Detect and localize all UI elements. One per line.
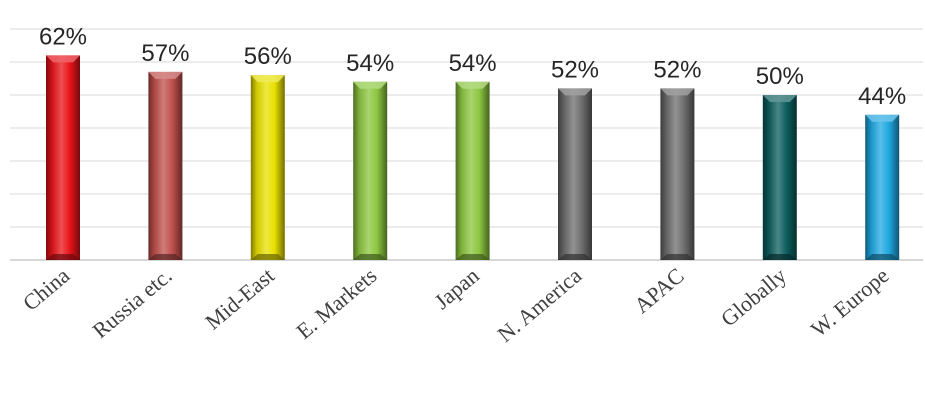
bar-mid-east <box>250 75 285 260</box>
bar-bevel-top <box>455 81 490 89</box>
data-label: 54% <box>346 50 394 77</box>
bar-bevel-top <box>558 88 592 96</box>
bar-apac <box>660 88 695 261</box>
bar-china <box>46 55 80 261</box>
bar-globally <box>762 95 797 260</box>
data-label: 52% <box>551 56 599 83</box>
bar-russia-etc <box>148 71 183 261</box>
data-label: 44% <box>858 83 906 110</box>
bar-bevel-bottom <box>558 254 592 260</box>
data-label: 62% <box>39 23 87 50</box>
bar-w-europe <box>865 114 900 260</box>
bar-japan <box>455 81 490 260</box>
x-tick-labels: China Russia etc. Mid-East E. Markets Japan N… <box>18 263 894 347</box>
data-label: 56% <box>244 43 292 70</box>
x-tick-label: W. Europe <box>806 263 894 342</box>
bar-bevel-bottom <box>762 254 797 260</box>
x-tick-label: E. Markets <box>291 263 381 344</box>
data-label: 52% <box>653 56 701 83</box>
bar-bevel-top <box>148 71 183 79</box>
data-label: 54% <box>449 50 497 77</box>
bar-bevel-bottom <box>455 254 490 260</box>
data-labels: 62% 57% 56% 54% 54% 52% 52% 50% 44% <box>39 23 906 109</box>
x-tick-label: Mid-East <box>200 263 279 335</box>
x-tick-label: Globally <box>716 263 791 332</box>
bar-bevel-bottom <box>250 254 285 260</box>
bar-bevel-bottom <box>353 254 388 260</box>
data-label: 50% <box>756 63 804 90</box>
x-tick-label: Russia etc. <box>88 263 177 343</box>
bar-bevel-top <box>865 114 900 122</box>
bar-bevel-bottom <box>46 254 80 260</box>
bar-bevel-top <box>762 95 797 102</box>
data-label: 57% <box>141 40 189 67</box>
x-tick-label: APAC <box>629 263 688 319</box>
bar-n-america <box>558 88 592 261</box>
bar-bevel-top <box>46 55 80 63</box>
bar-bevel-top <box>660 88 695 96</box>
bar-bevel-top <box>353 81 388 89</box>
x-tick-label: China <box>18 263 75 316</box>
x-tick-label: N. America <box>492 263 586 347</box>
bars <box>46 55 900 261</box>
bar-e-markets <box>353 81 388 260</box>
x-tick-label: Japan <box>429 263 483 314</box>
bar-bevel-bottom <box>660 254 695 260</box>
bar-bevel-bottom <box>865 254 900 260</box>
bar-bevel-top <box>250 75 285 83</box>
bar-bevel-bottom <box>148 254 183 260</box>
